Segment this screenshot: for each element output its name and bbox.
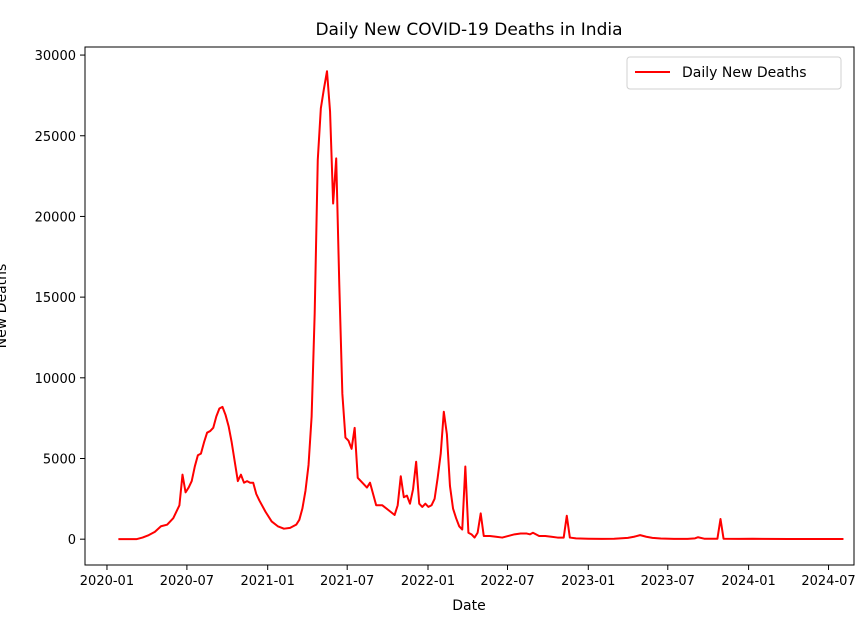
y-tick-label: 20000 — [35, 210, 76, 225]
series-line-0 — [118, 70, 844, 541]
x-tick-label: 2021-01 — [241, 574, 295, 589]
plot-area — [84, 46, 855, 566]
y-axis: 0 5000 10000 15000 20000 25000 30000 — [35, 49, 85, 548]
x-axis-label: Date — [452, 598, 485, 614]
y-tick-label: 10000 — [35, 372, 76, 387]
legend-box — [626, 56, 842, 90]
legend: Daily New Deaths — [626, 56, 842, 90]
x-tick-label: 2020-01 — [80, 574, 134, 589]
x-tick-label: 2021-07 — [320, 574, 374, 589]
x-tick-label: 2020-07 — [160, 574, 214, 589]
x-tick-label: 2022-01 — [401, 574, 455, 589]
x-tick-label: 2024-01 — [721, 574, 775, 589]
legend-entry: Daily New Deaths — [682, 65, 807, 81]
y-tick-label: 30000 — [35, 49, 76, 64]
chart-title: Daily New COVID-19 Deaths in India — [315, 20, 622, 40]
series-layer — [118, 70, 844, 541]
plot-frame — [84, 46, 855, 566]
y-tick-label: 0 — [68, 533, 76, 548]
x-tick-label: 2023-01 — [561, 574, 615, 589]
y-tick-label: 5000 — [43, 452, 76, 467]
y-tick-label: 15000 — [35, 291, 76, 306]
y-axis-label: New Deaths — [0, 264, 10, 349]
x-tick-label: 2022-07 — [480, 574, 534, 589]
x-tick-label: 2023-07 — [641, 574, 695, 589]
y-tick-label: 25000 — [35, 130, 76, 145]
x-tick-label: 2024-07 — [801, 574, 855, 589]
x-axis: 2020-01 2020-07 2021-01 2021-07 2022-01 2022-… — [80, 565, 856, 589]
